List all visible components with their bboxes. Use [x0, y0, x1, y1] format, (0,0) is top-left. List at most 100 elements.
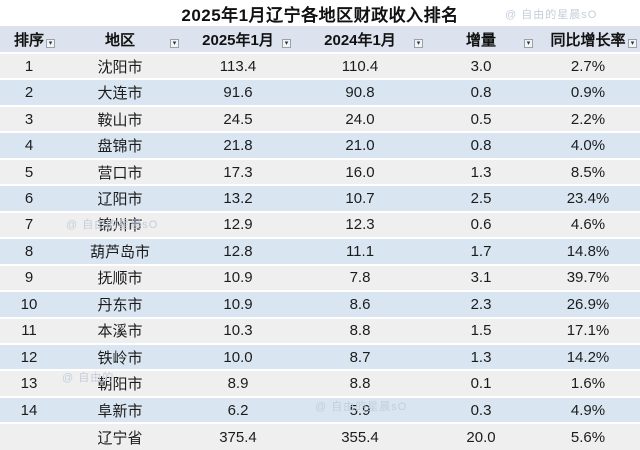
table-row: 6 辽阳市 13.2 10.7 2.5 23.4% [0, 185, 640, 213]
filter-dropdown-icon[interactable]: ▾ [170, 39, 179, 48]
cell-2025: 10.0 [182, 343, 294, 372]
cell-2024: 355.4 [294, 423, 426, 450]
table-row: 8 葫芦岛市 12.8 11.1 1.7 14.8% [0, 238, 640, 266]
cell-growth: 4.9% [536, 396, 640, 425]
cell-rank: 6 [0, 185, 58, 213]
cell-delta: 2.3 [426, 291, 536, 319]
cell-2025: 17.3 [182, 158, 294, 187]
table-row: 11 本溪市 10.3 8.8 1.5 17.1% [0, 317, 640, 346]
cell-rank: 12 [0, 343, 58, 372]
col-header-label: 增量 [465, 31, 496, 49]
table-row: 9 抚顺市 10.9 7.8 3.1 39.7% [0, 264, 640, 293]
cell-region: 抚顺市 [58, 264, 182, 293]
col-header-label: 同比增长率 [550, 31, 626, 49]
cell-2025: 375.4 [182, 423, 294, 450]
cell-region: 辽宁省 [58, 423, 182, 450]
cell-growth: 4.6% [536, 211, 640, 240]
cell-2024: 8.6 [294, 291, 426, 319]
cell-growth: 23.4% [536, 185, 640, 213]
cell-2024: 8.8 [294, 317, 426, 346]
cell-rank: 5 [0, 158, 58, 187]
cell-rank: 1 [0, 53, 58, 81]
cell-rank: 9 [0, 264, 58, 293]
cell-2025: 10.9 [182, 291, 294, 319]
cell-delta: 1.3 [426, 343, 536, 372]
cell-2025: 12.8 [182, 238, 294, 266]
table-row: 14 阜新市 6.2 5.9 0.3 4.9% [0, 396, 640, 425]
cell-2024: 16.0 [294, 158, 426, 187]
cell-2025: 12.9 [182, 211, 294, 240]
cell-2024: 7.8 [294, 264, 426, 293]
cell-2025: 91.6 [182, 79, 294, 107]
col-header-growth: 同比增长率 ▾ [536, 26, 640, 54]
cell-region: 阜新市 [58, 396, 182, 425]
cell-delta: 0.1 [426, 370, 536, 398]
cell-delta: 2.5 [426, 185, 536, 213]
cell-region: 大连市 [58, 79, 182, 107]
col-header-2024: 2024年1月 ▾ [294, 26, 426, 54]
col-header-label: 排序 [13, 31, 44, 49]
col-header-label: 2024年1月 [324, 31, 396, 49]
title-bar: 2025年1月辽宁各地区财政收入排名 [0, 0, 640, 26]
cell-rank: 8 [0, 238, 58, 266]
cell-region: 盘锦市 [58, 132, 182, 160]
cell-growth: 39.7% [536, 264, 640, 293]
table-row: 3 鞍山市 24.5 24.0 0.5 2.2% [0, 105, 640, 134]
cell-growth: 4.0% [536, 132, 640, 160]
col-header-rank: 排序 ▾ [0, 26, 58, 54]
filter-dropdown-icon[interactable]: ▾ [628, 39, 637, 48]
cell-growth: 5.6% [536, 423, 640, 450]
cell-rank: 11 [0, 317, 58, 346]
col-header-label: 地区 [104, 31, 135, 49]
cell-rank: 14 [0, 396, 58, 425]
cell-rank [0, 423, 58, 450]
cell-rank: 3 [0, 105, 58, 134]
cell-2025: 6.2 [182, 396, 294, 425]
col-header-region: 地区 ▾ [58, 26, 182, 54]
cell-2025: 8.9 [182, 370, 294, 398]
cell-region: 葫芦岛市 [58, 238, 182, 266]
filter-dropdown-icon[interactable]: ▾ [282, 39, 291, 48]
cell-growth: 0.9% [536, 79, 640, 107]
cell-rank: 2 [0, 79, 58, 107]
table-row: 7 锦州市 12.9 12.3 0.6 4.6% [0, 211, 640, 240]
total-row: 辽宁省 375.4 355.4 20.0 5.6% [0, 423, 640, 450]
cell-region: 锦州市 [58, 211, 182, 240]
cell-2024: 8.7 [294, 343, 426, 372]
cell-growth: 8.5% [536, 158, 640, 187]
cell-2024: 8.8 [294, 370, 426, 398]
cell-region: 本溪市 [58, 317, 182, 346]
cell-rank: 13 [0, 370, 58, 398]
cell-region: 丹东市 [58, 291, 182, 319]
cell-2025: 10.3 [182, 317, 294, 346]
cell-2025: 13.2 [182, 185, 294, 213]
filter-dropdown-icon[interactable]: ▾ [46, 39, 55, 48]
cell-delta: 1.3 [426, 158, 536, 187]
cell-rank: 7 [0, 211, 58, 240]
cell-2024: 12.3 [294, 211, 426, 240]
cell-delta: 0.8 [426, 79, 536, 107]
cell-delta: 3.1 [426, 264, 536, 293]
col-header-label: 2025年1月 [202, 31, 274, 49]
cell-delta: 0.5 [426, 105, 536, 134]
cell-growth: 2.2% [536, 105, 640, 134]
table-row: 1 沈阳市 113.4 110.4 3.0 2.7% [0, 53, 640, 81]
cell-2024: 24.0 [294, 105, 426, 134]
cell-growth: 17.1% [536, 317, 640, 346]
cell-region: 营口市 [58, 158, 182, 187]
cell-growth: 14.2% [536, 343, 640, 372]
cell-delta: 0.8 [426, 132, 536, 160]
cell-growth: 1.6% [536, 370, 640, 398]
col-header-delta: 增量 ▾ [426, 26, 536, 54]
filter-dropdown-icon[interactable]: ▾ [414, 39, 423, 48]
cell-2024: 21.0 [294, 132, 426, 160]
page-title: 2025年1月辽宁各地区财政收入排名 [181, 5, 459, 25]
table-row: 2 大连市 91.6 90.8 0.8 0.9% [0, 79, 640, 107]
cell-2024: 11.1 [294, 238, 426, 266]
cell-delta: 1.5 [426, 317, 536, 346]
cell-delta: 0.3 [426, 396, 536, 425]
cell-2025: 10.9 [182, 264, 294, 293]
filter-dropdown-icon[interactable]: ▾ [524, 39, 533, 48]
cell-delta: 3.0 [426, 53, 536, 81]
